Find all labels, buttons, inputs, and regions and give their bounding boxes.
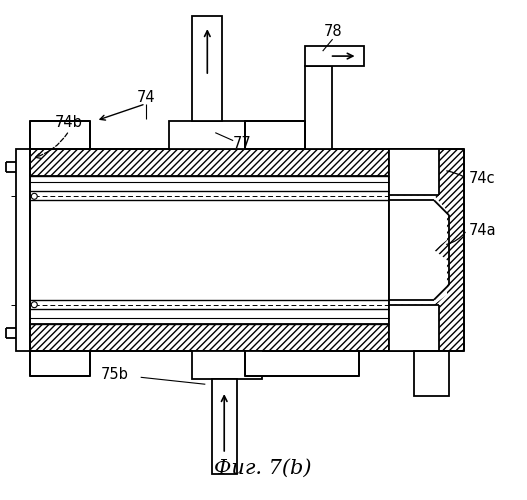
Polygon shape xyxy=(389,148,439,196)
Polygon shape xyxy=(389,148,464,352)
Text: 77: 77 xyxy=(233,136,252,151)
FancyArrowPatch shape xyxy=(35,133,67,158)
Bar xyxy=(212,380,237,474)
Bar xyxy=(192,16,222,120)
Bar xyxy=(169,120,245,148)
Polygon shape xyxy=(31,148,389,176)
Bar xyxy=(16,148,31,352)
Text: 74a: 74a xyxy=(469,222,496,238)
Bar xyxy=(245,352,359,376)
Polygon shape xyxy=(31,324,389,351)
Bar xyxy=(305,46,365,66)
FancyArrowPatch shape xyxy=(447,171,464,177)
Text: 74: 74 xyxy=(136,90,155,106)
Bar xyxy=(31,352,90,376)
Text: 75b: 75b xyxy=(101,367,129,382)
Bar xyxy=(245,120,305,148)
Bar xyxy=(31,120,90,148)
Circle shape xyxy=(31,302,37,308)
Text: Фиг. 7(b): Фиг. 7(b) xyxy=(214,460,312,478)
Bar xyxy=(192,352,262,380)
FancyArrowPatch shape xyxy=(447,232,465,244)
Circle shape xyxy=(31,194,37,200)
Text: 74c: 74c xyxy=(469,171,495,186)
Bar xyxy=(305,66,331,148)
Polygon shape xyxy=(389,250,447,304)
Bar xyxy=(414,352,449,396)
Polygon shape xyxy=(389,304,439,352)
Text: 74b: 74b xyxy=(55,115,83,130)
Text: 78: 78 xyxy=(323,24,342,38)
Polygon shape xyxy=(389,196,447,250)
